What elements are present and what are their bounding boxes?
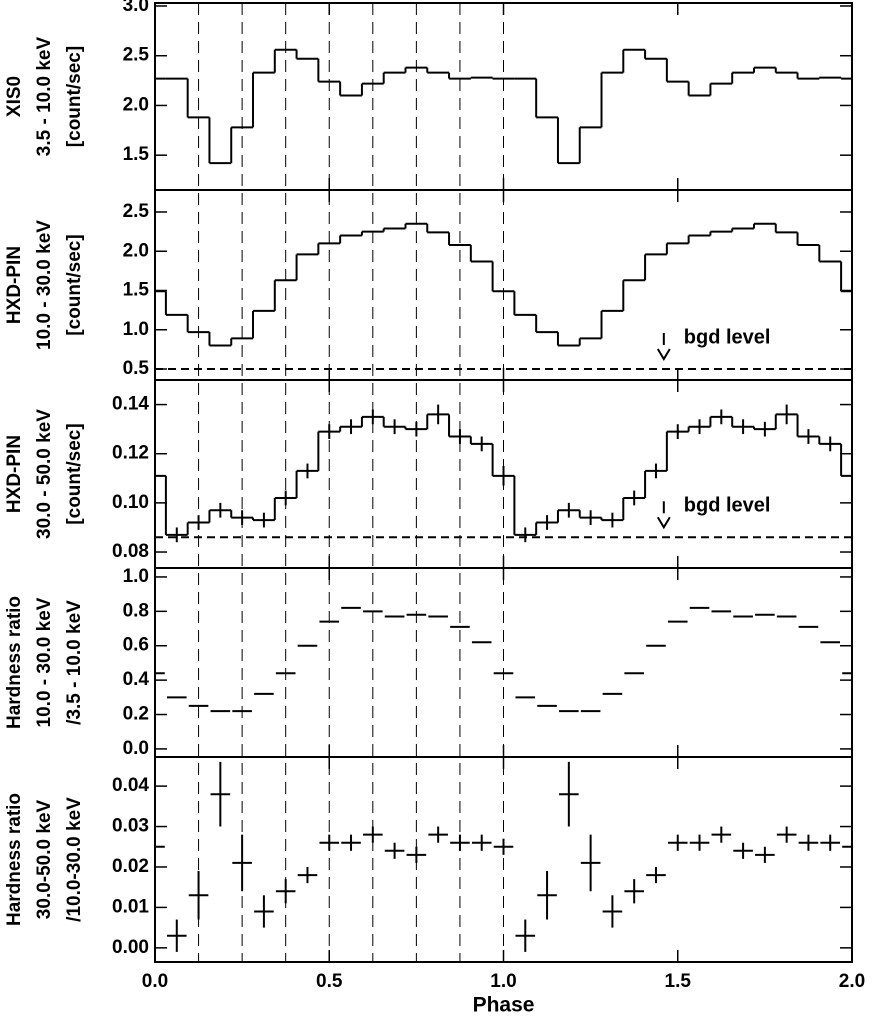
- y-tick-label: 0.0: [123, 738, 149, 759]
- y-tick-label: 2.5: [123, 45, 150, 66]
- annotation: bgd level: [684, 495, 771, 517]
- y-tick-label: 3.0: [123, 0, 149, 16]
- x-tick-label: 0.0: [142, 971, 168, 992]
- y-tick-label: 0.2: [123, 704, 149, 725]
- y-tick-label: 0.12: [112, 443, 149, 464]
- arrow-head: [656, 516, 671, 530]
- y-tick-label: 0.03: [112, 816, 149, 837]
- y-tick-label: 0.01: [112, 896, 149, 917]
- arrow-head: [656, 348, 671, 361]
- y-axis-label: /10.0-30.0 keV: [64, 797, 85, 922]
- plot-area: [155, 222, 852, 347]
- annotation: bgd level: [684, 326, 771, 348]
- y-axis-label: HXD-PIN: [4, 246, 25, 324]
- x-tick-label: 1.5: [665, 971, 692, 992]
- y-tick-label: 0.10: [112, 492, 149, 513]
- y-axis-label: Hardness ratio: [4, 596, 25, 729]
- y-tick-label: 1.0: [123, 566, 149, 587]
- y-tick-label: 0.04: [112, 775, 149, 796]
- y-tick-label: 1.5: [123, 144, 150, 165]
- y-axis-label: Hardness ratio: [4, 793, 25, 926]
- y-tick-label: 2.0: [123, 240, 149, 261]
- y-tick-label: 1.5: [123, 280, 150, 301]
- y-axis-label: XIS0: [4, 76, 25, 117]
- y-axis-label: 10.0 - 30.0 keV: [34, 220, 55, 350]
- y-tick-label: 1.0: [123, 319, 149, 340]
- y-tick-label: 0.6: [123, 635, 149, 656]
- y-tick-label: 0.5: [123, 358, 150, 379]
- y-axis-label: /3.5 - 10.0 keV: [64, 600, 85, 725]
- y-tick-label: 0.14: [112, 394, 149, 415]
- y-tick-label: 0.00: [112, 937, 149, 958]
- y-tick-label: 0.4: [123, 669, 150, 690]
- y-axis-label: [count/sec]: [64, 234, 85, 335]
- plot-area: [155, 606, 852, 713]
- x-tick-label: 0.5: [316, 971, 343, 992]
- y-axis-label: 3.5 - 10.0 keV: [34, 36, 55, 156]
- y-tick-label: 2.5: [123, 201, 150, 222]
- x-axis-label: Phase: [473, 994, 535, 1017]
- y-tick-label: 2.0: [123, 94, 149, 115]
- y-tick-label: 0.8: [123, 600, 149, 621]
- x-tick-label: 1.0: [490, 971, 516, 992]
- y-axis-label: 30.0-50.0 keV: [34, 799, 55, 919]
- y-tick-label: 0.08: [112, 541, 149, 562]
- y-axis-label: [count/sec]: [64, 46, 85, 147]
- y-tick-label: 0.02: [112, 856, 149, 877]
- y-axis-label: [count/sec]: [64, 423, 85, 524]
- y-axis-label: 10.0 - 30.0 keV: [34, 597, 55, 727]
- y-axis-label: HXD-PIN: [4, 435, 25, 513]
- y-axis-label: 30.0 - 50.0 keV: [34, 409, 55, 539]
- x-tick-label: 2.0: [839, 971, 865, 992]
